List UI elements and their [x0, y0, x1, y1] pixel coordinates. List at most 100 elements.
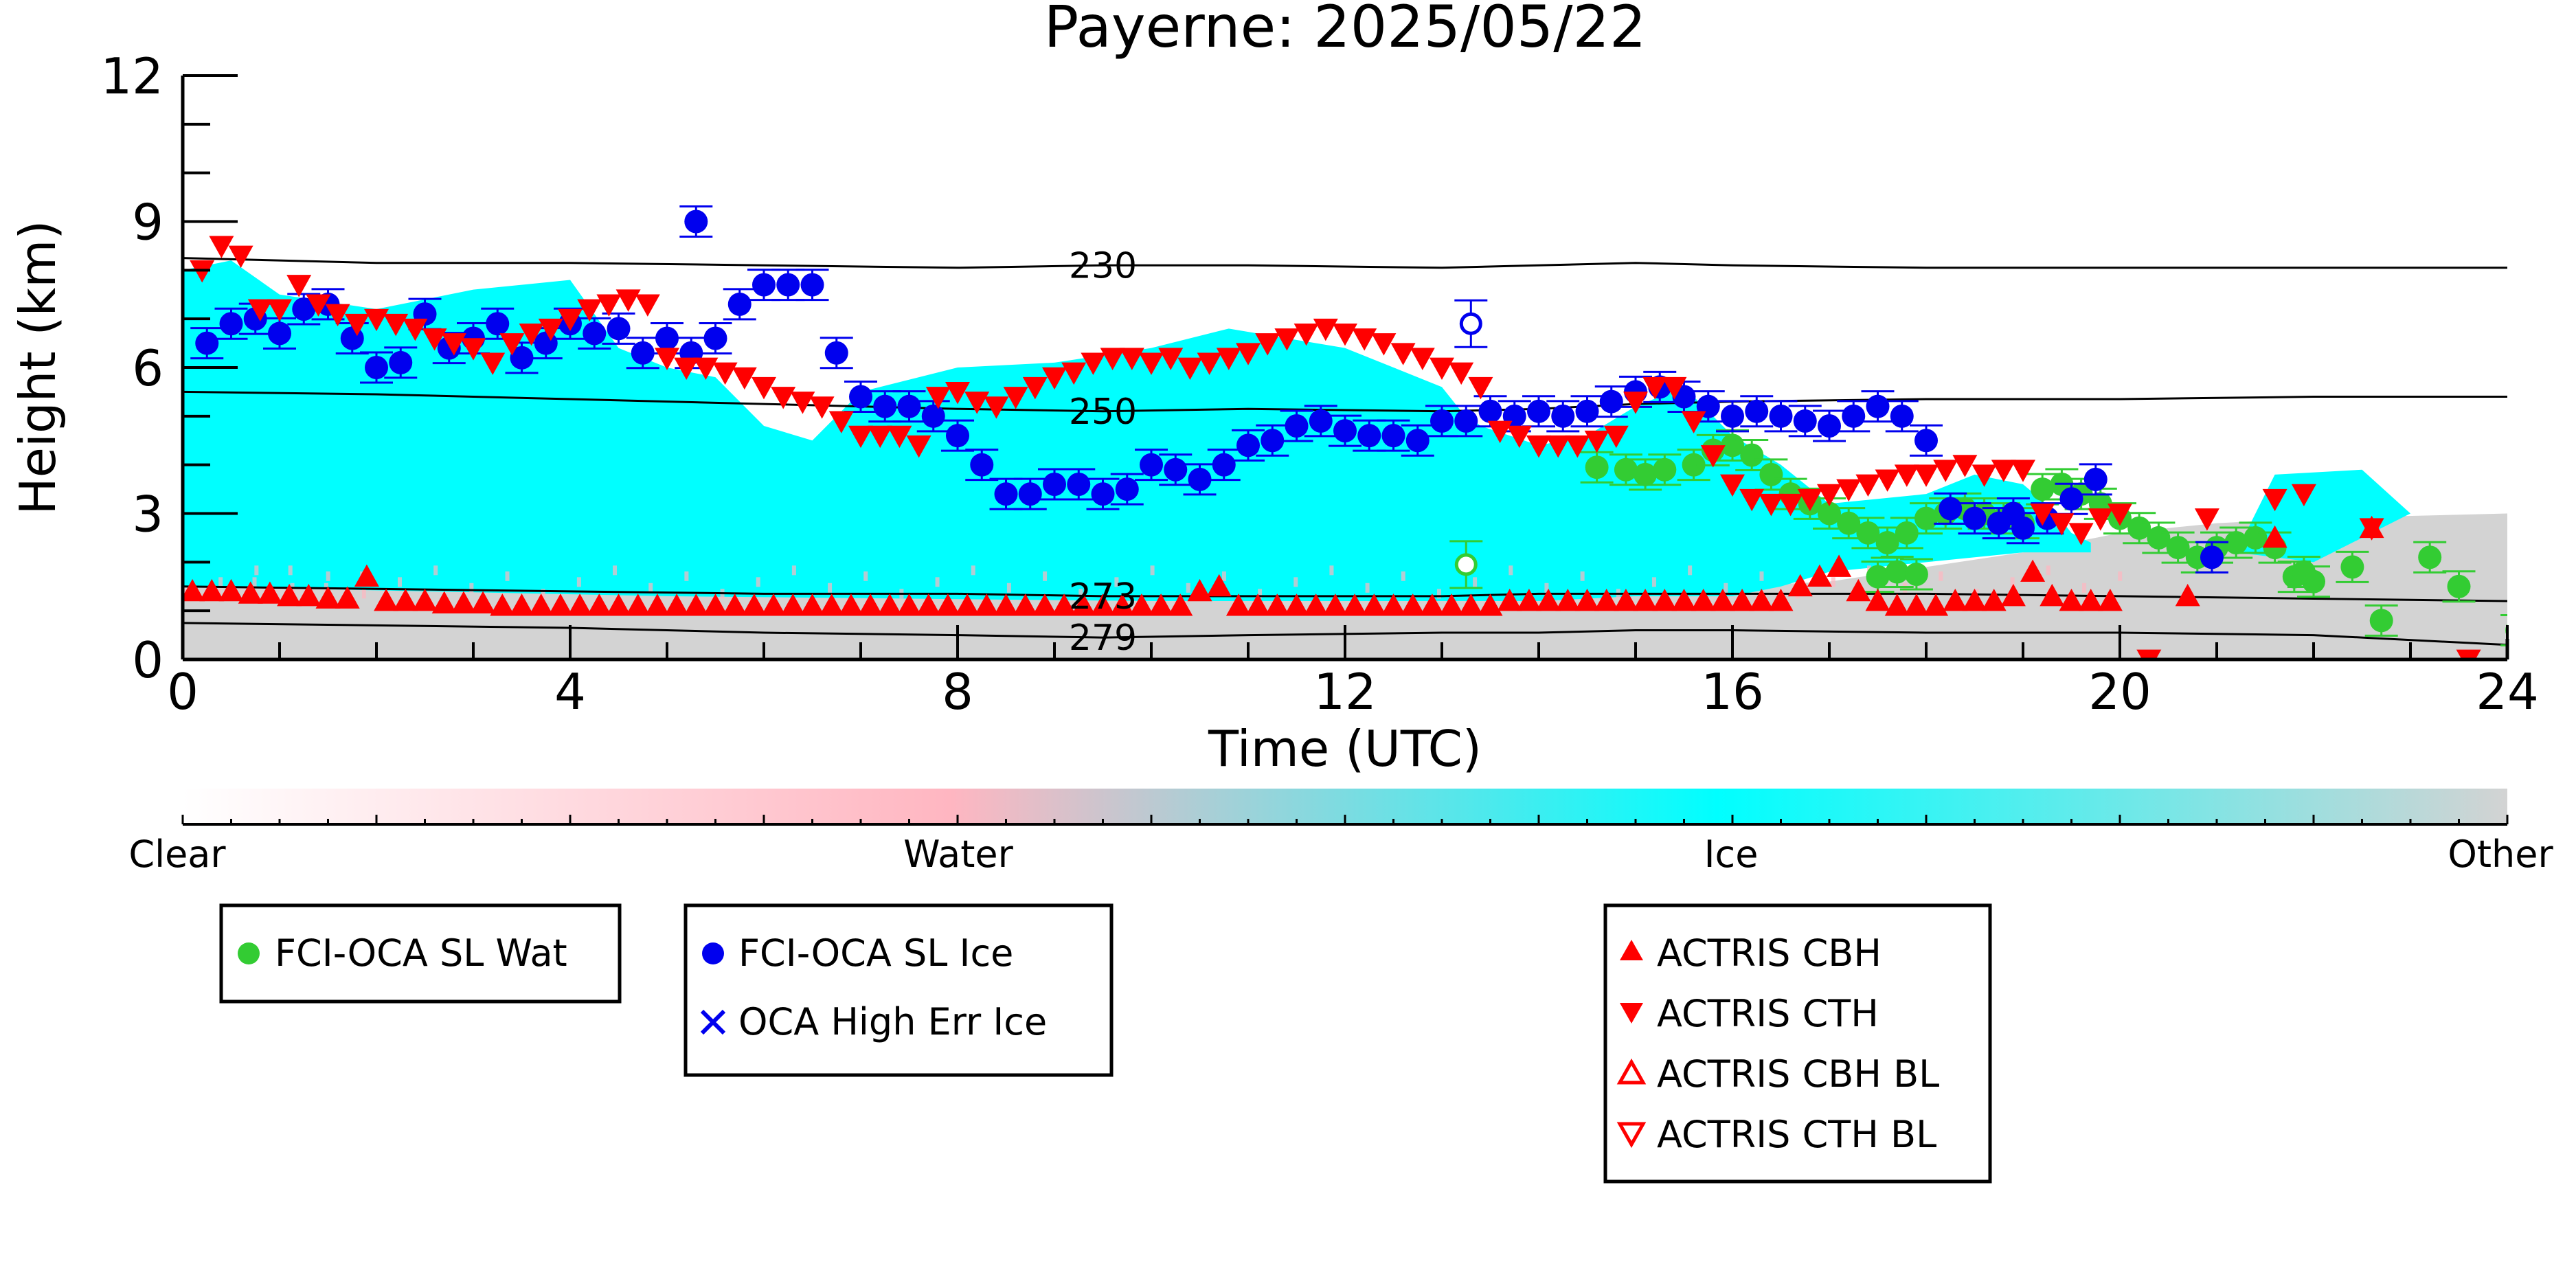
wat-point: [2564, 580, 2576, 603]
isotherm-label-273: 273: [1069, 576, 1137, 618]
ice-point: [268, 321, 291, 346]
hollow-point: [1454, 553, 1478, 576]
cth-point: [1236, 343, 1261, 365]
mask-water-speck: [1688, 565, 1693, 576]
hollow-point: [1459, 312, 1482, 335]
cbh-point: [1303, 594, 1329, 616]
y-axis-label: Height (km): [9, 221, 67, 515]
cbh-point: [683, 594, 709, 616]
wat-point: [1914, 506, 1938, 530]
ice-point: [1333, 419, 1357, 443]
cbh-point: [1574, 589, 1600, 611]
mask-water-speck: [505, 571, 510, 581]
cbh-point: [1284, 594, 1309, 616]
legend-marker-cbh: [1620, 940, 1643, 960]
mask-water-speck: [1759, 571, 1764, 581]
ice-point: [195, 331, 219, 355]
mask-water-speck: [2118, 571, 2123, 581]
cth-point: [925, 387, 951, 409]
cth-point: [383, 313, 409, 337]
mask-water-speck: [254, 565, 259, 576]
mask-water-speck: [1544, 583, 1549, 593]
cbh-point: [1710, 589, 1735, 611]
mask-water-speck: [971, 565, 975, 576]
ice-point: [727, 292, 752, 316]
y-tick-label: 12: [100, 47, 163, 105]
ice-point: [1721, 404, 1744, 428]
cbh-point: [974, 594, 999, 616]
legend-marker-cbh-bl: [1616, 1058, 1647, 1085]
colorbar-label-clear: Clear: [128, 833, 226, 876]
wat-point: [2031, 477, 2055, 501]
ice-point: [1963, 506, 1987, 530]
legend-label-high-err: OCA High Err Ice: [738, 1000, 1047, 1043]
mask-water-speck: [1186, 583, 1190, 593]
cbh-point: [1225, 594, 1251, 616]
cth-point: [1022, 376, 1048, 400]
isotherm-279: [183, 622, 2507, 646]
y-tick-label: 9: [132, 194, 163, 251]
cth-point: [1449, 362, 1474, 385]
mask-water-speck: [1580, 571, 1585, 581]
mask-water-speck: [1939, 571, 1943, 581]
cbh-point: [1943, 589, 1968, 611]
cbh-point: [2020, 559, 2046, 582]
ice-point: [1067, 473, 1091, 496]
cbh-point: [1613, 589, 1638, 611]
cbh-point: [277, 583, 302, 607]
cth-point: [1081, 352, 1106, 375]
mask-water-speck: [1221, 571, 1226, 581]
mask-water-speck: [1509, 565, 1513, 576]
ice-point: [1212, 453, 1236, 477]
cbh-point: [703, 594, 728, 616]
cth-point: [461, 338, 486, 361]
mask-water-speck: [469, 583, 474, 593]
cbh-point: [1381, 594, 1406, 616]
cth-point: [1952, 455, 1978, 477]
cth-point: [1933, 460, 1958, 482]
cth-point: [2030, 504, 2055, 526]
cth-point: [1855, 474, 1881, 497]
cbh-point: [1206, 574, 1232, 597]
ice-point: [1381, 424, 1405, 448]
y-tick-label: 0: [132, 631, 163, 689]
mask-water-speck: [1114, 577, 1119, 587]
ice-point: [1551, 404, 1575, 428]
cth-point: [1430, 357, 1454, 380]
cbh-point: [838, 594, 863, 616]
wat-point: [2340, 555, 2364, 579]
ice-point: [486, 312, 510, 336]
legend-ice: FCI-OCA SL Ice OCA High Err Ice: [683, 903, 1114, 1077]
cbh-point: [1884, 594, 1910, 616]
cbh-point: [644, 594, 670, 616]
ice-point: [1454, 409, 1478, 433]
cth-point: [2291, 484, 2316, 507]
ice-point: [340, 326, 364, 350]
cbh-point: [393, 589, 418, 611]
ice-point: [389, 350, 413, 374]
mask-water-speck: [1401, 571, 1405, 581]
cbh-point: [335, 586, 360, 609]
cth-point: [848, 425, 873, 449]
cbh-point: [1245, 594, 1271, 616]
legend-label-cth: ACTRIS CTH: [1657, 992, 1879, 1035]
cth-point: [1042, 367, 1067, 390]
cbh-point: [296, 583, 321, 607]
ice-point: [1478, 399, 1502, 423]
legend-wat: FCI-OCA SL Wat: [219, 903, 622, 1004]
cth-point: [2456, 649, 2481, 659]
cth-point: [1662, 376, 1687, 400]
cth-point: [1119, 348, 1144, 370]
cbh-point: [1594, 589, 1619, 611]
cbh-point: [625, 594, 651, 616]
cth-point: [2088, 508, 2113, 531]
ice-point: [1309, 409, 1333, 433]
cth-point: [519, 324, 544, 346]
cth-point: [1894, 464, 1919, 487]
cbh-point: [1807, 564, 1832, 587]
cth-point: [1565, 435, 1590, 458]
mask-water-speck: [2046, 565, 2050, 576]
cth-point: [1216, 348, 1241, 370]
cth-point: [2262, 488, 2287, 512]
mask-water-speck: [1651, 577, 1656, 587]
